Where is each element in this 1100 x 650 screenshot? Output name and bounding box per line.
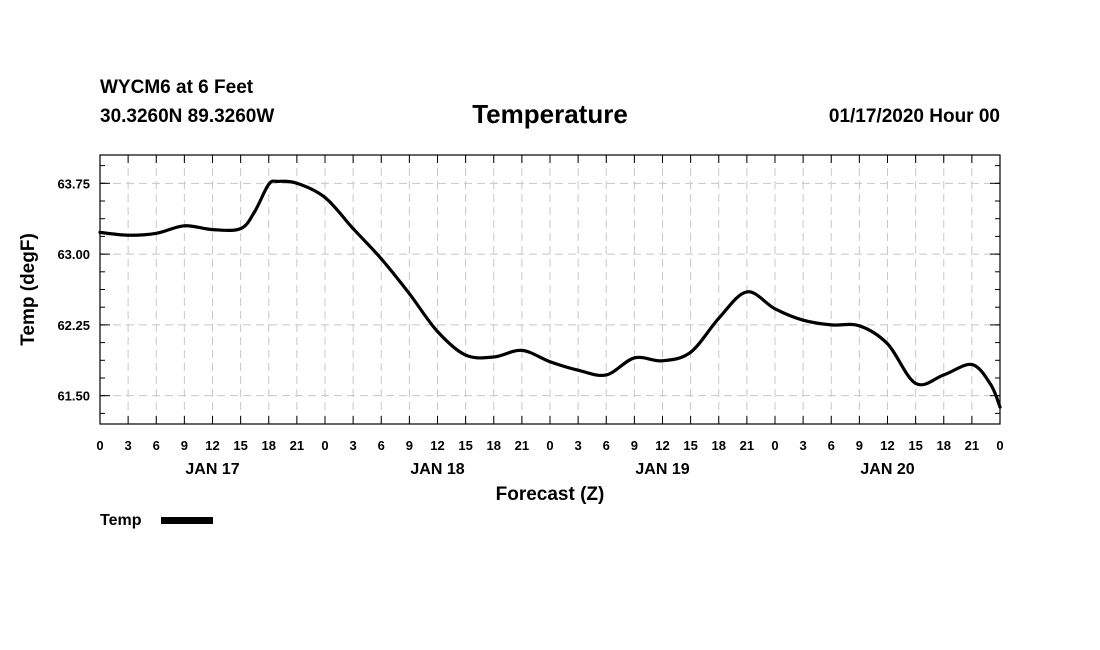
day-label: JAN 20 [860, 461, 914, 478]
data-point [914, 381, 918, 385]
x-tick-label: 12 [430, 438, 444, 453]
data-point [829, 323, 833, 327]
data-point [267, 182, 271, 186]
x-tick-label: 6 [378, 438, 385, 453]
data-point [773, 307, 777, 311]
data-point [632, 356, 636, 360]
data-point [857, 324, 861, 328]
data-point [942, 373, 946, 377]
y-tick-label: 62.25 [57, 318, 90, 333]
day-labels: JAN 17 JAN 18 JAN 19 JAN 20 [185, 461, 914, 478]
data-point [689, 350, 693, 354]
legend-swatch-temp [161, 517, 213, 524]
data-point [548, 360, 552, 364]
day-label: JAN 18 [410, 461, 464, 478]
data-point [464, 353, 468, 357]
data-point [276, 179, 280, 183]
x-axis-title: Forecast (Z) [496, 484, 605, 505]
issue-time-label: 01/17/2020 Hour 00 [828, 106, 1000, 127]
x-tick-label: 12 [655, 438, 669, 453]
x-tick-label: 0 [321, 438, 328, 453]
x-tick-label: 0 [546, 438, 553, 453]
x-tick-label: 15 [233, 438, 247, 453]
x-tick-label: 3 [800, 438, 807, 453]
y-axis-title: Temp (degF) [18, 233, 39, 346]
data-point [126, 233, 130, 237]
data-point [154, 231, 158, 235]
y-tick-label: 63.75 [57, 176, 90, 191]
data-point [323, 195, 327, 199]
data-point [661, 359, 664, 363]
x-tick-label: 6 [603, 438, 610, 453]
x-tick-label: 15 [683, 438, 697, 453]
data-point [253, 210, 257, 214]
data-point [717, 316, 721, 320]
x-tick-label: 9 [631, 438, 638, 453]
x-tick-label: 0 [771, 438, 778, 453]
data-point [576, 368, 580, 372]
x-tick-label: 12 [205, 438, 219, 453]
x-tick-label: 3 [350, 438, 357, 453]
data-point [182, 224, 186, 228]
data-point [239, 227, 243, 231]
x-tick-label: 3 [575, 438, 582, 453]
data-point [604, 373, 608, 377]
x-tick-label: 9 [406, 438, 413, 453]
x-tick-label: 21 [515, 438, 529, 453]
data-point [492, 355, 496, 359]
day-label: JAN 17 [185, 461, 239, 478]
x-tick-label: 9 [181, 438, 188, 453]
x-tick-label: 18 [937, 438, 951, 453]
plot-frame [99, 154, 1001, 425]
data-point [407, 292, 411, 296]
data-point [970, 363, 974, 367]
chart-title: Temperature [472, 99, 628, 129]
x-tick-label: 18 [262, 438, 276, 453]
legend: Temp [100, 512, 213, 529]
station-label: WYCM6 at 6 Feet [100, 77, 254, 98]
series-points-temp [98, 179, 1002, 409]
x-tick-label: 15 [458, 438, 472, 453]
legend-label-temp: Temp [100, 512, 142, 529]
x-tick-label: 3 [125, 438, 132, 453]
data-point [801, 318, 805, 322]
x-tick-label: 15 [908, 438, 922, 453]
data-point [351, 227, 355, 231]
data-point [520, 348, 524, 352]
grid-lines [100, 155, 1000, 424]
x-tick-label: 21 [965, 438, 979, 453]
x-tick-label: 0 [96, 438, 103, 453]
y-tick-label: 63.00 [57, 247, 90, 262]
data-point [379, 257, 383, 261]
data-point [745, 290, 749, 294]
data-point [436, 330, 439, 334]
x-tick-label: 12 [880, 438, 894, 453]
y-tick-label: 61.50 [57, 389, 90, 404]
data-point [989, 382, 993, 386]
data-point [886, 342, 889, 346]
x-tick-label: 0 [996, 438, 1003, 453]
x-tick-label: 21 [740, 438, 754, 453]
series-line-temp [98, 179, 1002, 409]
day-label: JAN 19 [635, 461, 689, 478]
x-tick-label: 21 [290, 438, 304, 453]
x-tick-label: 6 [828, 438, 835, 453]
data-point [295, 181, 299, 185]
data-point [211, 228, 214, 232]
x-tick-labels: 0 3 6 9 12 15 18 21 0 3 6 9 12 15 18 21 0 3 6 9 12 15 18 21 0 3 6 9… [96, 438, 1003, 453]
x-tick-label: 6 [153, 438, 160, 453]
data-point [998, 405, 1002, 409]
coordinates-label: 30.3260N 89.3260W [100, 106, 275, 127]
x-tick-label: 18 [487, 438, 501, 453]
x-tick-label: 9 [856, 438, 863, 453]
data-point [98, 230, 102, 234]
x-tick-label: 18 [712, 438, 726, 453]
y-tick-labels: 63.75 63.00 62.25 61.50 [57, 176, 90, 403]
